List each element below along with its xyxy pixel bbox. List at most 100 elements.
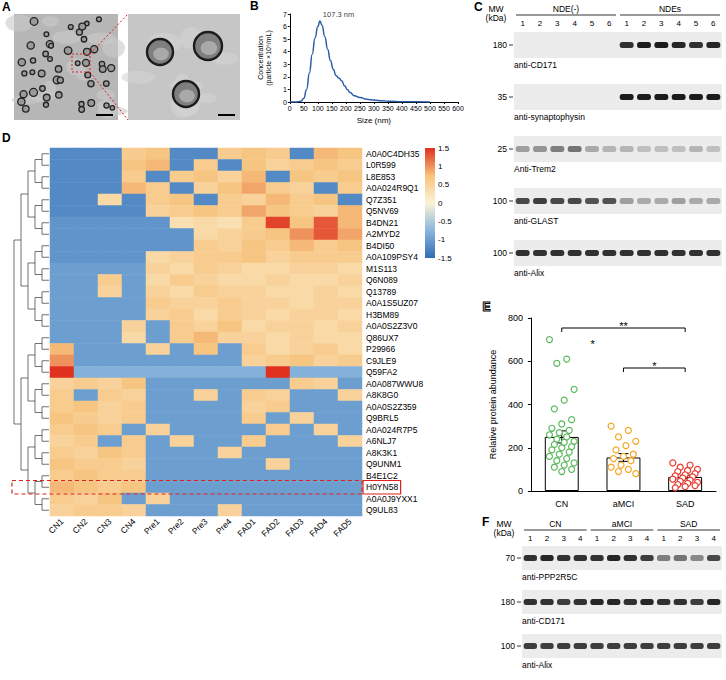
svg-text:0: 0 [283, 99, 287, 106]
svg-text:anti-GLAST: anti-GLAST [514, 216, 558, 226]
svg-text:600: 600 [508, 356, 523, 366]
svg-text:*: * [652, 360, 657, 372]
svg-text:A6NLJ7: A6NLJ7 [366, 436, 397, 446]
svg-text:6: 6 [283, 23, 287, 30]
svg-text:3: 3 [659, 19, 664, 28]
svg-text:7: 7 [283, 11, 287, 18]
svg-text:6: 6 [607, 19, 612, 28]
svg-text:Q5NV69: Q5NV69 [366, 206, 399, 216]
svg-text:L8E853: L8E853 [366, 172, 396, 182]
svg-text:6: 6 [711, 19, 716, 28]
svg-text:A2MYD2: A2MYD2 [366, 229, 400, 239]
svg-text:400: 400 [396, 105, 408, 112]
svg-text:aMCI: aMCI [612, 519, 632, 529]
svg-text:35: 35 [498, 92, 508, 102]
svg-text:D: D [2, 132, 11, 145]
svg-text:A0A087WWU8: A0A087WWU8 [366, 379, 423, 389]
svg-text:B4E1C2: B4E1C2 [366, 471, 398, 481]
svg-text:A0A024R7P5: A0A024R7P5 [366, 425, 418, 435]
svg-text:400: 400 [508, 400, 523, 410]
svg-text:Relative protein abundance: Relative protein abundance [488, 350, 498, 460]
svg-text:P29966: P29966 [366, 344, 396, 354]
svg-text:Size (nm): Size (nm) [357, 116, 392, 125]
svg-text:-1.5: -1.5 [438, 254, 452, 263]
svg-text:4: 4 [283, 48, 287, 55]
svg-text:Q86UX7: Q86UX7 [366, 333, 399, 343]
svg-text:500: 500 [424, 105, 436, 112]
svg-text:anti-CD171: anti-CD171 [522, 616, 565, 626]
svg-text:M1S113: M1S113 [366, 264, 397, 274]
svg-text:0: 0 [438, 199, 443, 208]
svg-text:Q9BRL5: Q9BRL5 [366, 413, 399, 423]
svg-text:FAD3: FAD3 [283, 516, 305, 538]
svg-text:FAD2: FAD2 [259, 516, 281, 538]
svg-text:70: 70 [506, 553, 516, 563]
svg-text:anti-Alix: anti-Alix [514, 268, 545, 278]
svg-text:1: 1 [528, 534, 533, 543]
svg-text:A0A0S2Z359: A0A0S2Z359 [366, 402, 417, 412]
svg-text:H3BM89: H3BM89 [366, 310, 399, 320]
svg-text:Pre4: Pre4 [214, 516, 234, 536]
svg-text:3: 3 [628, 534, 633, 543]
svg-text:L0R599: L0R599 [366, 160, 396, 170]
svg-text:Q59FA2: Q59FA2 [366, 367, 397, 377]
svg-text:(kDa): (kDa) [494, 528, 515, 538]
svg-text:Q13789: Q13789 [366, 287, 397, 297]
svg-text:100: 100 [493, 196, 507, 206]
svg-text:5: 5 [283, 36, 287, 43]
svg-text:1.5: 1.5 [438, 144, 450, 153]
svg-text:2: 2 [678, 534, 683, 543]
svg-text:107.3 nm: 107.3 nm [323, 10, 354, 19]
svg-text:Concentration: Concentration [257, 36, 264, 80]
svg-text:CN: CN [555, 499, 568, 509]
svg-text:1: 1 [661, 534, 666, 543]
svg-text:A0A024R9Q1: A0A024R9Q1 [366, 183, 419, 193]
svg-text:100: 100 [312, 105, 324, 112]
svg-text:Pre2: Pre2 [166, 516, 186, 536]
svg-text:NDE(-): NDE(-) [553, 4, 580, 14]
svg-text:A8K3K1: A8K3K1 [366, 448, 397, 458]
svg-text:0: 0 [518, 486, 523, 496]
svg-text:1: 1 [283, 86, 287, 93]
svg-text:2: 2 [538, 19, 543, 28]
svg-text:-1: -1 [438, 235, 446, 244]
svg-text:aMCI: aMCI [613, 499, 635, 509]
svg-text:A0A0J9YXX1: A0A0J9YXX1 [366, 494, 418, 504]
svg-text:550: 550 [438, 105, 450, 112]
svg-text:CN1: CN1 [46, 516, 65, 535]
svg-text:anti-synaptophysin: anti-synaptophysin [514, 112, 585, 122]
svg-text:Q9UL83: Q9UL83 [366, 505, 398, 515]
svg-text:CN4: CN4 [118, 516, 137, 535]
svg-text:150: 150 [326, 105, 338, 112]
svg-text:4: 4 [711, 534, 716, 543]
svg-text:A0A0S2Z3V0: A0A0S2Z3V0 [366, 321, 418, 331]
svg-text:1: 1 [438, 162, 443, 171]
svg-text:300: 300 [368, 105, 380, 112]
svg-text:Anti-Trem2: Anti-Trem2 [514, 164, 556, 174]
svg-text:(kDa): (kDa) [486, 13, 507, 23]
svg-text:1: 1 [595, 534, 600, 543]
svg-text:5: 5 [590, 19, 595, 28]
svg-text:Pre3: Pre3 [190, 516, 210, 536]
svg-text:A0A109PSY4: A0A109PSY4 [366, 252, 418, 262]
svg-text:3: 3 [561, 534, 566, 543]
svg-text:**: ** [619, 320, 628, 332]
svg-text:3: 3 [555, 19, 560, 28]
svg-text:0.5: 0.5 [438, 180, 450, 189]
svg-text:A0A0C4DH35: A0A0C4DH35 [366, 149, 420, 159]
svg-text:anti-CD171: anti-CD171 [514, 60, 557, 70]
svg-text:1: 1 [520, 19, 525, 28]
svg-text:FAD4: FAD4 [307, 516, 329, 538]
svg-text:4: 4 [676, 19, 681, 28]
svg-text:SAD: SAD [680, 519, 697, 529]
svg-text:*: * [590, 338, 595, 350]
svg-text:C: C [474, 0, 483, 14]
svg-text:2: 2 [283, 73, 287, 80]
svg-text:200: 200 [508, 443, 523, 453]
svg-text:4: 4 [578, 534, 583, 543]
svg-text:C9JLE9: C9JLE9 [366, 356, 397, 366]
svg-text:180: 180 [493, 40, 507, 50]
svg-text:25: 25 [498, 144, 508, 154]
svg-text:4: 4 [645, 534, 650, 543]
svg-text:600: 600 [452, 105, 464, 112]
